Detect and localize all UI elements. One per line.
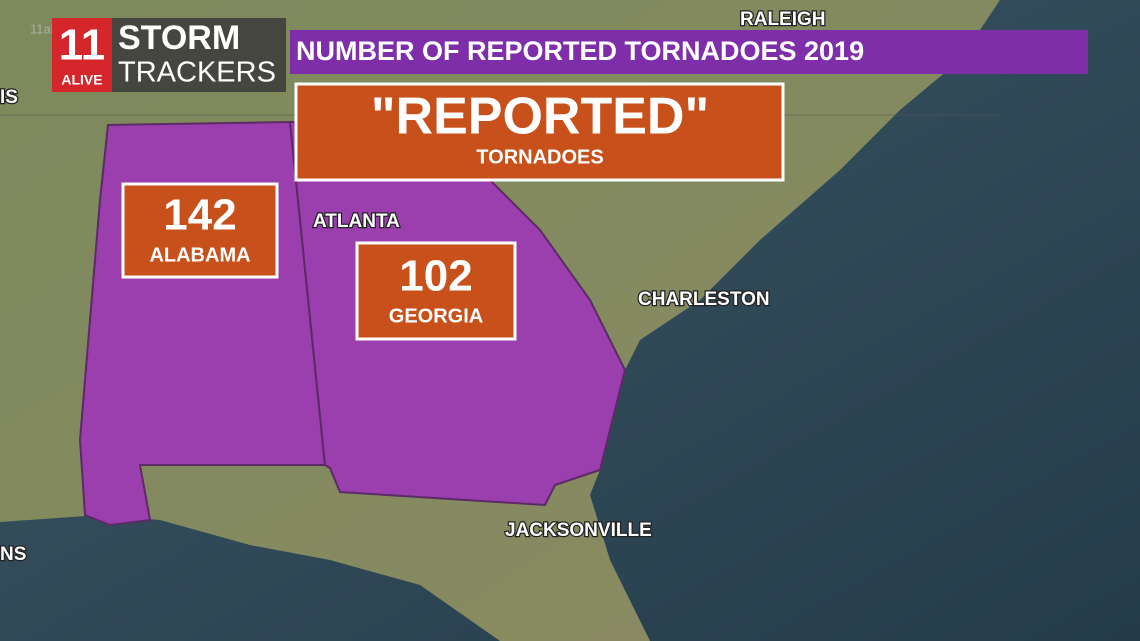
state-name: ALABAMA bbox=[149, 244, 250, 266]
headline-sub: TORNADOES bbox=[476, 146, 603, 168]
state-count: 142 bbox=[163, 191, 236, 240]
state-count: 102 bbox=[399, 252, 472, 301]
city-label: IS bbox=[0, 87, 18, 108]
city-label: JACKSONVILLE bbox=[505, 520, 652, 541]
logo-number: 11 bbox=[59, 21, 106, 70]
title-bar bbox=[290, 30, 1088, 74]
city-label: NS bbox=[0, 544, 26, 565]
logo-line2: TRACKERS bbox=[118, 57, 276, 89]
city-label: CHARLESTON bbox=[638, 289, 770, 310]
city-label: RALEIGH bbox=[740, 9, 826, 30]
headline-box bbox=[294, 82, 785, 182]
city-label: ATLANTA bbox=[313, 211, 400, 232]
logo-line1: STORM bbox=[118, 19, 240, 57]
state-box bbox=[355, 241, 517, 341]
logo-sub: ALIVE bbox=[61, 72, 102, 88]
alabama-shape bbox=[78, 120, 327, 527]
logo: 11 ALIVE STORM TRACKERS bbox=[52, 18, 286, 92]
headline-main: "REPORTED" bbox=[371, 88, 709, 146]
logo-badge bbox=[52, 18, 112, 92]
state-box bbox=[121, 182, 279, 279]
state-name: GEORGIA bbox=[389, 305, 483, 327]
title: NUMBER OF REPORTED TORNADOES 2019 bbox=[296, 36, 864, 66]
